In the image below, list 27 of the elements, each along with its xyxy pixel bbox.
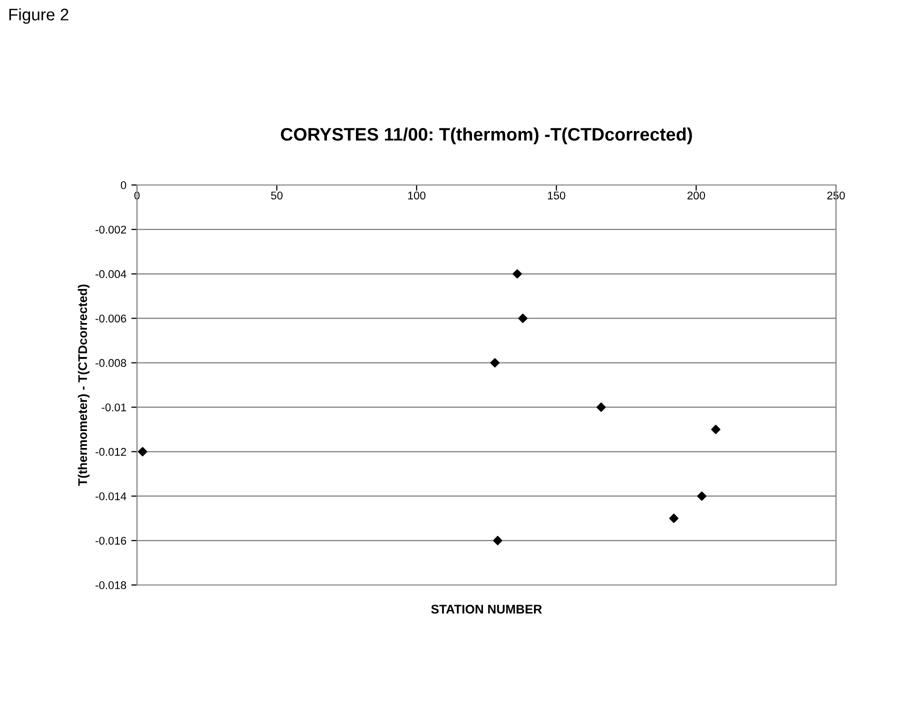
x-tick-label: 150 <box>548 192 566 200</box>
point <box>493 536 502 546</box>
y-tick-label: -0.004 <box>96 270 126 278</box>
x-tick-label: 200 <box>687 192 706 200</box>
y-tick-label: -0.01 <box>102 403 126 412</box>
x-tick-label: 50 <box>271 192 283 200</box>
y-tick-label: -0.008 <box>96 359 126 367</box>
x-axis-title: STATION NUMBER <box>431 604 542 614</box>
caption: Figure 2 <box>9 8 68 24</box>
y-tick-label: -0.016 <box>96 536 126 545</box>
point <box>518 314 528 323</box>
y-tick-label: -0.002 <box>96 226 126 234</box>
point <box>138 447 148 456</box>
point <box>669 514 678 523</box>
y-tick-label: 0 <box>120 181 126 190</box>
point <box>697 491 706 501</box>
y-tick-label: -0.014 <box>96 492 126 500</box>
y-axis-title: T(thermometer) - T(CTDcorrected) <box>78 284 90 486</box>
y-tick-label: -0.018 <box>96 581 126 590</box>
point <box>512 269 522 279</box>
point <box>711 424 720 434</box>
y-tick-label: -0.006 <box>96 314 126 322</box>
chart-title: CORYSTES 11/00: T(thermom) -T(CTDcorrected) <box>280 127 692 144</box>
point <box>490 358 500 368</box>
point <box>596 402 606 412</box>
x-tick-label: 100 <box>408 192 426 200</box>
y-tick-label: -0.012 <box>96 448 126 456</box>
